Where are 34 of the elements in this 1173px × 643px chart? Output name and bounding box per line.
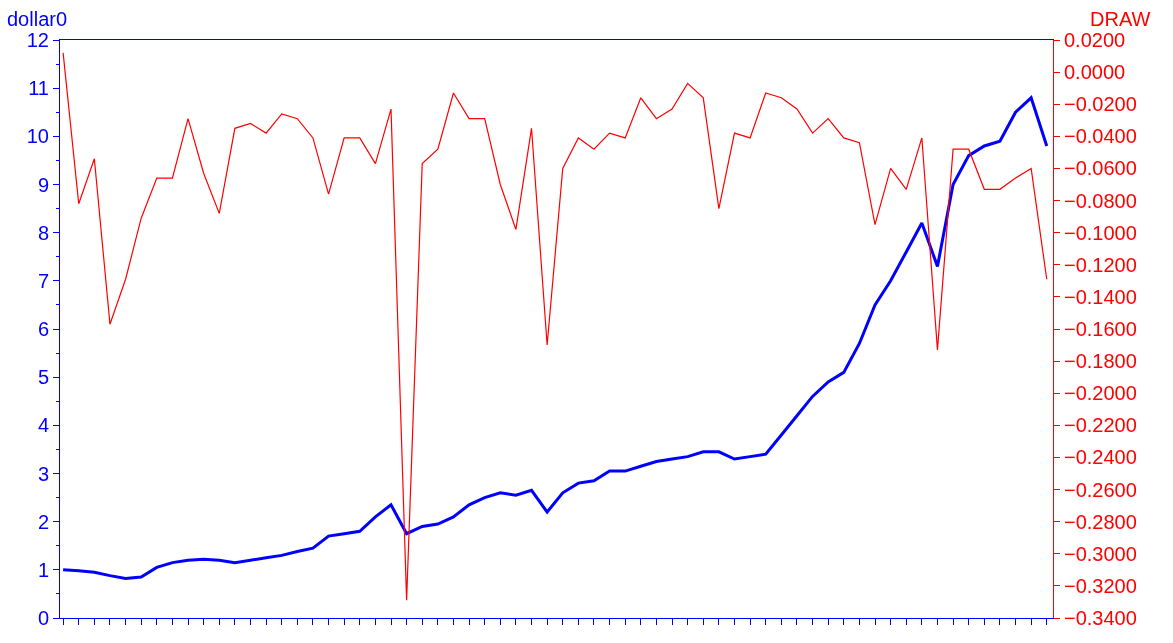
y-tick-label: 3 (37, 462, 49, 485)
y-tick-label: 4 (37, 414, 49, 437)
y2-tick-label: −0.1200 (1064, 253, 1137, 276)
y-tick-label: 11 (28, 77, 49, 100)
y-tick-label: 6 (37, 318, 49, 340)
y2-tick-label: −0.1800 (1064, 350, 1137, 373)
y2-tick-label: −0.2800 (1064, 510, 1137, 533)
y-tick-label: 2 (37, 510, 49, 533)
y2-tick-label: −0.3000 (1064, 542, 1137, 565)
y-tick-label: 10 (26, 125, 49, 148)
y2-tick-label: −0.3200 (1064, 574, 1137, 597)
y2-tick-label: −0.2000 (1064, 382, 1137, 405)
y-tick-label: 1 (37, 558, 49, 581)
y2-tick-label: −0.2400 (1064, 446, 1137, 469)
y2-axis-title: DRAW (1090, 8, 1151, 30)
y-axis-title: dollar0 (7, 8, 68, 30)
y-tick-label: 7 (37, 269, 49, 292)
y2-tick-label: −0.2600 (1064, 478, 1137, 501)
y2-tick-label: −0.0600 (1064, 157, 1137, 180)
y-tick-label: 5 (37, 366, 49, 389)
y2-tick-label: −0.0200 (1064, 93, 1137, 116)
y2-tick-label: −0.2200 (1064, 414, 1137, 437)
y2-tick-label: 0.0000 (1064, 61, 1126, 84)
y-tick-label: 9 (37, 173, 49, 196)
y2-tick-label: 0.0200 (1064, 29, 1126, 51)
y2-tick-label: −0.1600 (1064, 318, 1137, 340)
y2-tick-label: −0.0400 (1064, 125, 1137, 148)
y2-tick-label: −0.1400 (1064, 285, 1137, 308)
y-tick-label: 0 (37, 607, 49, 629)
y-tick-label: 8 (37, 221, 49, 244)
y2-tick-label: −0.3400 (1064, 607, 1137, 629)
y2-tick-label: −0.1000 (1064, 221, 1137, 244)
y2-tick-label: −0.0800 (1064, 189, 1137, 212)
y-tick-label: 12 (26, 29, 49, 51)
